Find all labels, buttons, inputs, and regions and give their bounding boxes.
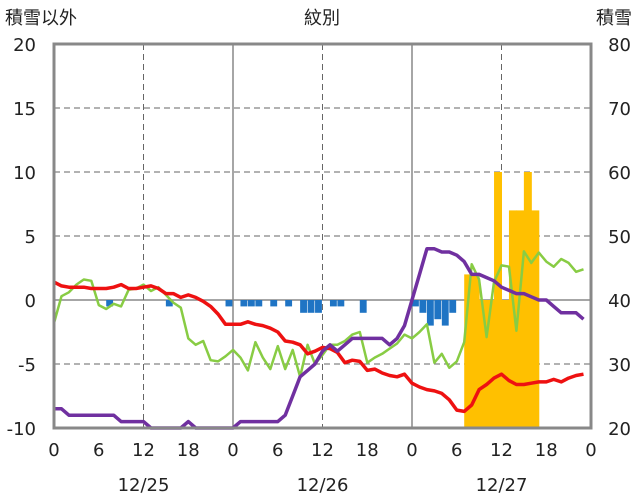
date-label: 12/27 xyxy=(476,475,528,496)
precip-bar xyxy=(106,300,114,307)
precip-bar xyxy=(449,300,457,313)
precip-bar xyxy=(240,300,248,307)
date-label: 12/25 xyxy=(118,475,170,496)
plot-frame xyxy=(52,42,593,430)
left-axis-label: 積雪以外 xyxy=(5,8,77,29)
right-tick-label: 40 xyxy=(608,291,631,312)
snow-bar xyxy=(523,172,532,428)
precip-bar xyxy=(285,300,293,307)
left-tick-label: 5 xyxy=(25,227,36,248)
precip-bar xyxy=(419,300,427,313)
right-tick-label: 20 xyxy=(608,419,631,440)
right-tick-labels: 80 70 60 50 40 30 20 xyxy=(608,35,631,440)
wind-line xyxy=(54,247,585,430)
precip-bar xyxy=(225,300,233,307)
right-tick-label: 50 xyxy=(608,227,631,248)
x-tick-label: 0 xyxy=(585,440,596,461)
left-tick-label: -5 xyxy=(18,355,36,376)
snow-bars xyxy=(464,172,540,428)
snow-bar xyxy=(531,210,540,428)
x-tick-label: 18 xyxy=(535,440,558,461)
series-lines xyxy=(52,247,585,430)
x-tick-label: 12 xyxy=(490,440,513,461)
precip-bar xyxy=(441,300,449,326)
right-axis-label: 積雪 xyxy=(596,8,632,29)
precip-bar xyxy=(412,300,419,307)
precip-bar xyxy=(337,300,345,307)
snow-bar xyxy=(494,172,502,428)
x-tick-labels: 0 6 12 18 0 6 12 18 0 6 12 18 0 xyxy=(48,440,596,461)
temperature-line xyxy=(53,280,584,414)
x-tick-label: 12 xyxy=(132,440,155,461)
left-tick-label: 20 xyxy=(13,35,36,56)
precip-bar xyxy=(270,300,278,307)
right-tick-label: 70 xyxy=(608,99,631,120)
x-tick-label: 0 xyxy=(227,440,238,461)
x-tick-label: 18 xyxy=(177,440,200,461)
left-tick-label: -10 xyxy=(7,419,36,440)
left-tick-label: 15 xyxy=(13,99,36,120)
x-tick-label: 6 xyxy=(93,440,104,461)
x-tick-label: 6 xyxy=(272,440,283,461)
left-tick-label: 10 xyxy=(13,163,36,184)
snow-bar xyxy=(479,300,488,428)
x-tick-label: 18 xyxy=(356,440,379,461)
snow-bar xyxy=(471,274,480,428)
right-tick-label: 80 xyxy=(608,35,631,56)
snow-bar xyxy=(501,300,510,428)
precip-bar xyxy=(300,300,307,313)
date-label: 12/26 xyxy=(297,475,349,496)
date-labels: 12/25 12/26 12/27 xyxy=(118,475,528,496)
snow-bar xyxy=(508,210,517,428)
x-tick-label: 0 xyxy=(406,440,417,461)
chart-title: 紋別 xyxy=(304,8,340,29)
precip-bar xyxy=(434,300,442,320)
precip-bar xyxy=(426,300,434,326)
precip-bar xyxy=(165,300,173,307)
precip-bar xyxy=(329,300,337,307)
precip-bars xyxy=(106,300,516,326)
precip-bar xyxy=(247,300,255,307)
x-tick-label: 6 xyxy=(451,440,462,461)
left-tick-labels: 20 15 10 5 0 -5 -10 xyxy=(7,35,36,440)
snow-bar xyxy=(464,274,473,428)
precip-bar xyxy=(315,300,322,313)
precip-bar xyxy=(307,300,315,313)
precip-bar xyxy=(359,300,367,313)
x-tick-label: 0 xyxy=(48,440,59,461)
snow-bar xyxy=(486,300,495,428)
right-tick-label: 30 xyxy=(608,355,631,376)
left-tick-label: 0 xyxy=(25,291,36,312)
x-tick-label: 12 xyxy=(311,440,334,461)
right-tick-label: 60 xyxy=(608,163,631,184)
precip-bar xyxy=(255,300,263,307)
snow-bar xyxy=(516,210,525,428)
